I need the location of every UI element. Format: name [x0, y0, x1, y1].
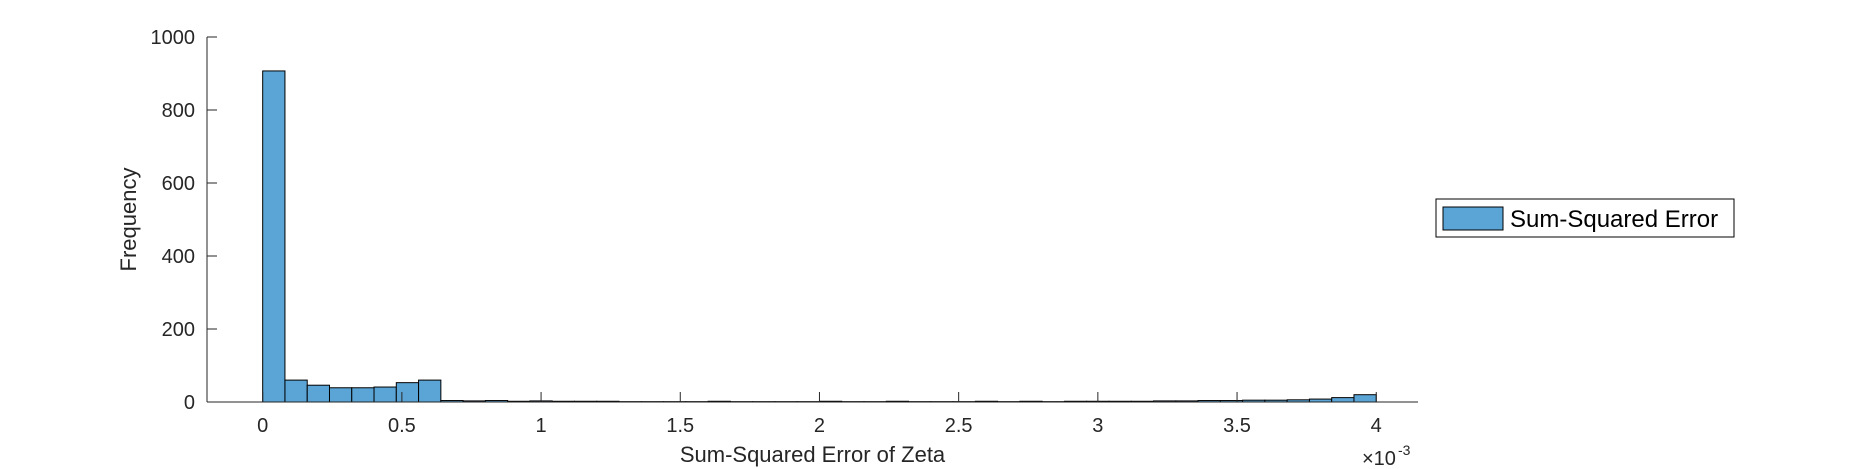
x-tick-label: 2.5: [945, 415, 973, 437]
x-tick-label: 2: [814, 415, 825, 437]
x-exponent-base: ×10: [1362, 448, 1396, 469]
legend: Sum-Squared Error: [1435, 198, 1735, 238]
y-tick-label: 400: [162, 246, 195, 268]
x-axis-ticks: 0 0.5 1 1.5 2 2.5 3 3.5 4: [257, 392, 1382, 437]
y-tick-label: 600: [162, 173, 195, 195]
x-tick-label: 3: [1092, 415, 1103, 437]
x-axis-exponent: ×10 -3: [1362, 442, 1411, 469]
y-tick-label: 1000: [151, 27, 196, 49]
histogram-bars: [262, 70, 1377, 403]
x-exponent-power: -3: [1398, 442, 1411, 458]
histogram-bar: [306, 384, 330, 403]
histogram-bar: [351, 387, 375, 403]
x-tick-label: 3.5: [1223, 415, 1251, 437]
histogram-bar: [328, 387, 353, 403]
y-tick-label: 200: [162, 319, 195, 341]
histogram-bar: [1353, 394, 1377, 403]
y-tick-label: 800: [162, 100, 195, 122]
histogram-bar: [395, 382, 420, 403]
histogram-bar: [284, 379, 308, 403]
x-tick-label: 0: [257, 415, 268, 437]
axes: [206, 37, 1418, 403]
x-tick-label: 4: [1371, 415, 1382, 437]
histogram-bar: [1331, 397, 1355, 403]
y-axis-title: Frequency: [116, 168, 141, 272]
histogram-bar: [418, 379, 442, 403]
legend-swatch: [1442, 206, 1504, 231]
histogram-bar: [262, 70, 286, 403]
y-axis-ticks: 0 200 400 600 800 1000: [151, 27, 217, 414]
histogram-bar: [373, 386, 397, 403]
x-tick-label: 1: [536, 415, 547, 437]
x-tick-label: 1.5: [666, 415, 694, 437]
x-axis-title: Sum-Squared Error of Zeta: [680, 442, 946, 467]
x-tick-label: 0.5: [388, 415, 416, 437]
legend-entry-label: Sum-Squared Error: [1510, 206, 1718, 233]
y-tick-label: 0: [184, 392, 195, 414]
